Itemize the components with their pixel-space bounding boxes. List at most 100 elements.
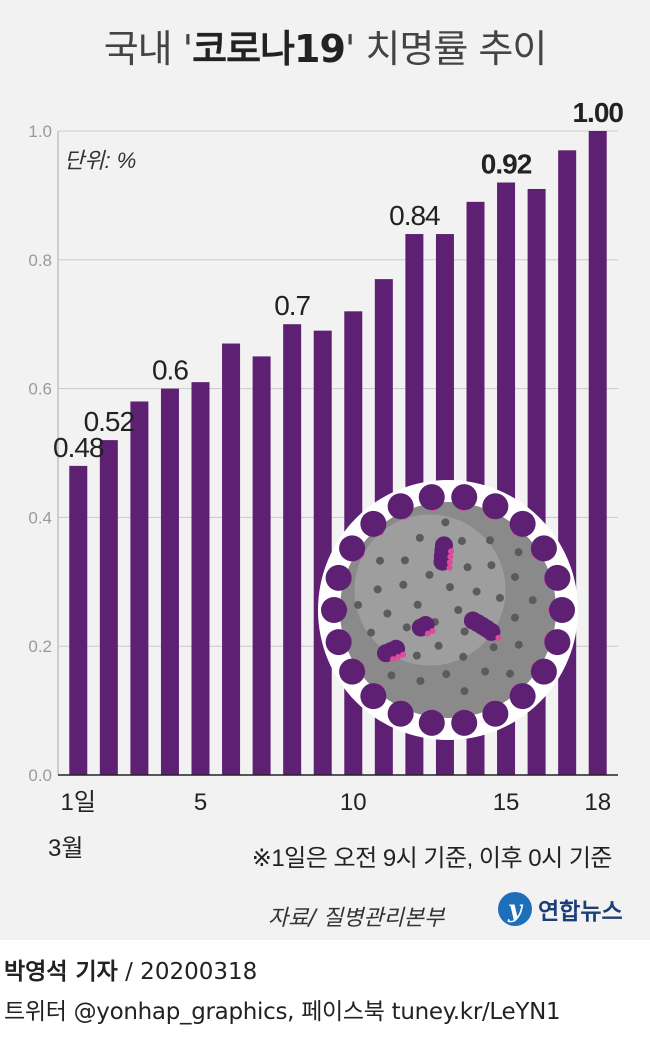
data-label: 0.84: [389, 200, 440, 231]
virus-texture: [354, 600, 363, 609]
virus-spike: [530, 658, 557, 685]
data-label: 1.00: [572, 97, 623, 128]
coronavirus-illustration-icon: [318, 480, 578, 740]
x-tick-label: 5: [194, 789, 207, 816]
virus-spike: [325, 564, 352, 591]
data-label: 0.6: [152, 355, 188, 386]
bar: [252, 356, 271, 775]
virus-spike: [360, 510, 387, 537]
virus-spike-dot: [400, 651, 407, 658]
virus-texture: [383, 609, 392, 618]
y-tick-label: 0.4: [28, 508, 52, 527]
virus-texture: [375, 556, 384, 565]
x-axis-ticks: 1일 5 10 15 18: [61, 789, 612, 816]
virus-texture: [514, 640, 523, 649]
bar: [558, 150, 577, 775]
source-label: 자료/ 질병관리본부: [268, 906, 445, 931]
virus-texture: [511, 572, 520, 581]
virus-spike: [360, 683, 387, 710]
y-axis-ticks: 0.0 0.2 0.4 0.6 0.8 1.0: [28, 122, 52, 785]
virus-texture: [412, 651, 421, 660]
virus-texture: [400, 556, 409, 565]
bar: [130, 401, 149, 775]
virus-texture: [457, 537, 466, 546]
x-tick-label: 10: [340, 789, 367, 816]
x-tick-label: 1일: [61, 789, 96, 816]
virus-texture: [441, 518, 450, 527]
virus-spike-dot: [424, 630, 431, 637]
x-tick-label: 18: [584, 789, 611, 816]
bar: [69, 465, 88, 775]
virus-texture: [402, 623, 411, 632]
y-tick-label: 1.0: [28, 122, 52, 141]
virus-spike: [418, 709, 445, 736]
virus-spike: [482, 700, 509, 727]
virus-spike-dot: [446, 559, 453, 566]
data-label: 0.48: [53, 432, 104, 463]
bar: [588, 131, 607, 775]
y-tick-label: 0.6: [28, 380, 52, 399]
virus-spike: [509, 510, 536, 537]
virus-spike-dot: [495, 634, 502, 641]
virus-texture: [489, 643, 498, 652]
virus-spike: [339, 658, 366, 685]
virus-spike: [509, 683, 536, 710]
bar: [313, 330, 332, 775]
virus-texture: [454, 606, 463, 614]
virus-spike: [530, 535, 557, 562]
virus-spike: [451, 484, 478, 511]
virus-texture: [487, 561, 496, 570]
bar: [191, 382, 210, 775]
bar: [99, 440, 118, 775]
data-labels: 0.480.52 0.6 0.7 0.84 0.92 1.00: [53, 97, 624, 463]
y-tick-label: 0.0: [28, 766, 52, 785]
virus-spike: [387, 493, 414, 520]
virus-spike: [321, 597, 347, 623]
virus-texture: [367, 628, 376, 637]
virus-spike-dot: [447, 548, 454, 555]
virus-texture: [459, 652, 468, 661]
y-tick-label: 0.2: [28, 637, 52, 656]
virus-texture: [425, 570, 434, 579]
virus-spike-dot: [389, 656, 396, 663]
virus-texture: [415, 533, 424, 542]
virus-texture: [510, 613, 519, 622]
virus-texture: [445, 583, 454, 592]
chart-title: 국내 '코로나19' 치명률 추이: [103, 27, 548, 71]
bar-chart: 0.0 0.2 0.4 0.6 0.8 1.0 0.480.52 0.6 0.7 0.84 0.9…: [28, 97, 624, 816]
virus-texture: [413, 600, 422, 609]
virus-spike: [418, 484, 445, 511]
virus-texture: [463, 563, 472, 572]
virus-spike: [339, 535, 366, 562]
virus-texture: [495, 593, 504, 602]
virus-spike: [387, 700, 414, 727]
virus-texture: [528, 596, 537, 605]
data-label: 0.92: [481, 149, 532, 180]
virus-texture: [514, 548, 523, 557]
bar: [283, 324, 302, 775]
virus-spike: [325, 629, 352, 656]
data-label: 0.7: [274, 290, 310, 321]
virus-texture: [399, 580, 408, 589]
unit-label: 단위: %: [64, 148, 137, 173]
virus-spike: [544, 564, 571, 591]
bar: [222, 343, 241, 775]
virus-texture: [442, 670, 451, 679]
virus-spike-dot: [395, 654, 402, 661]
month-label: 3월: [48, 835, 84, 862]
yonhap-logo-icon: y: [498, 892, 532, 926]
virus-texture: [485, 536, 494, 545]
virus-spike: [482, 493, 509, 520]
virus-texture: [460, 687, 469, 696]
reporter-credit: 박영석 기자 / 20200318: [4, 959, 258, 985]
virus-spike: [549, 597, 575, 623]
virus-texture: [506, 669, 515, 678]
footnote: ※1일은 오전 9시 기준, 이후 0시 기준: [251, 845, 613, 872]
bar: [160, 388, 179, 775]
yonhap-logo: y 연합뉴스: [498, 892, 623, 926]
virus-texture: [460, 627, 469, 636]
social-credit: 트위터 @yonhap_graphics, 페이스북 tuney.kr/LeYN…: [4, 999, 561, 1025]
virus-texture: [416, 676, 425, 685]
virus-texture: [472, 587, 481, 596]
virus-spike-dot: [447, 553, 454, 560]
